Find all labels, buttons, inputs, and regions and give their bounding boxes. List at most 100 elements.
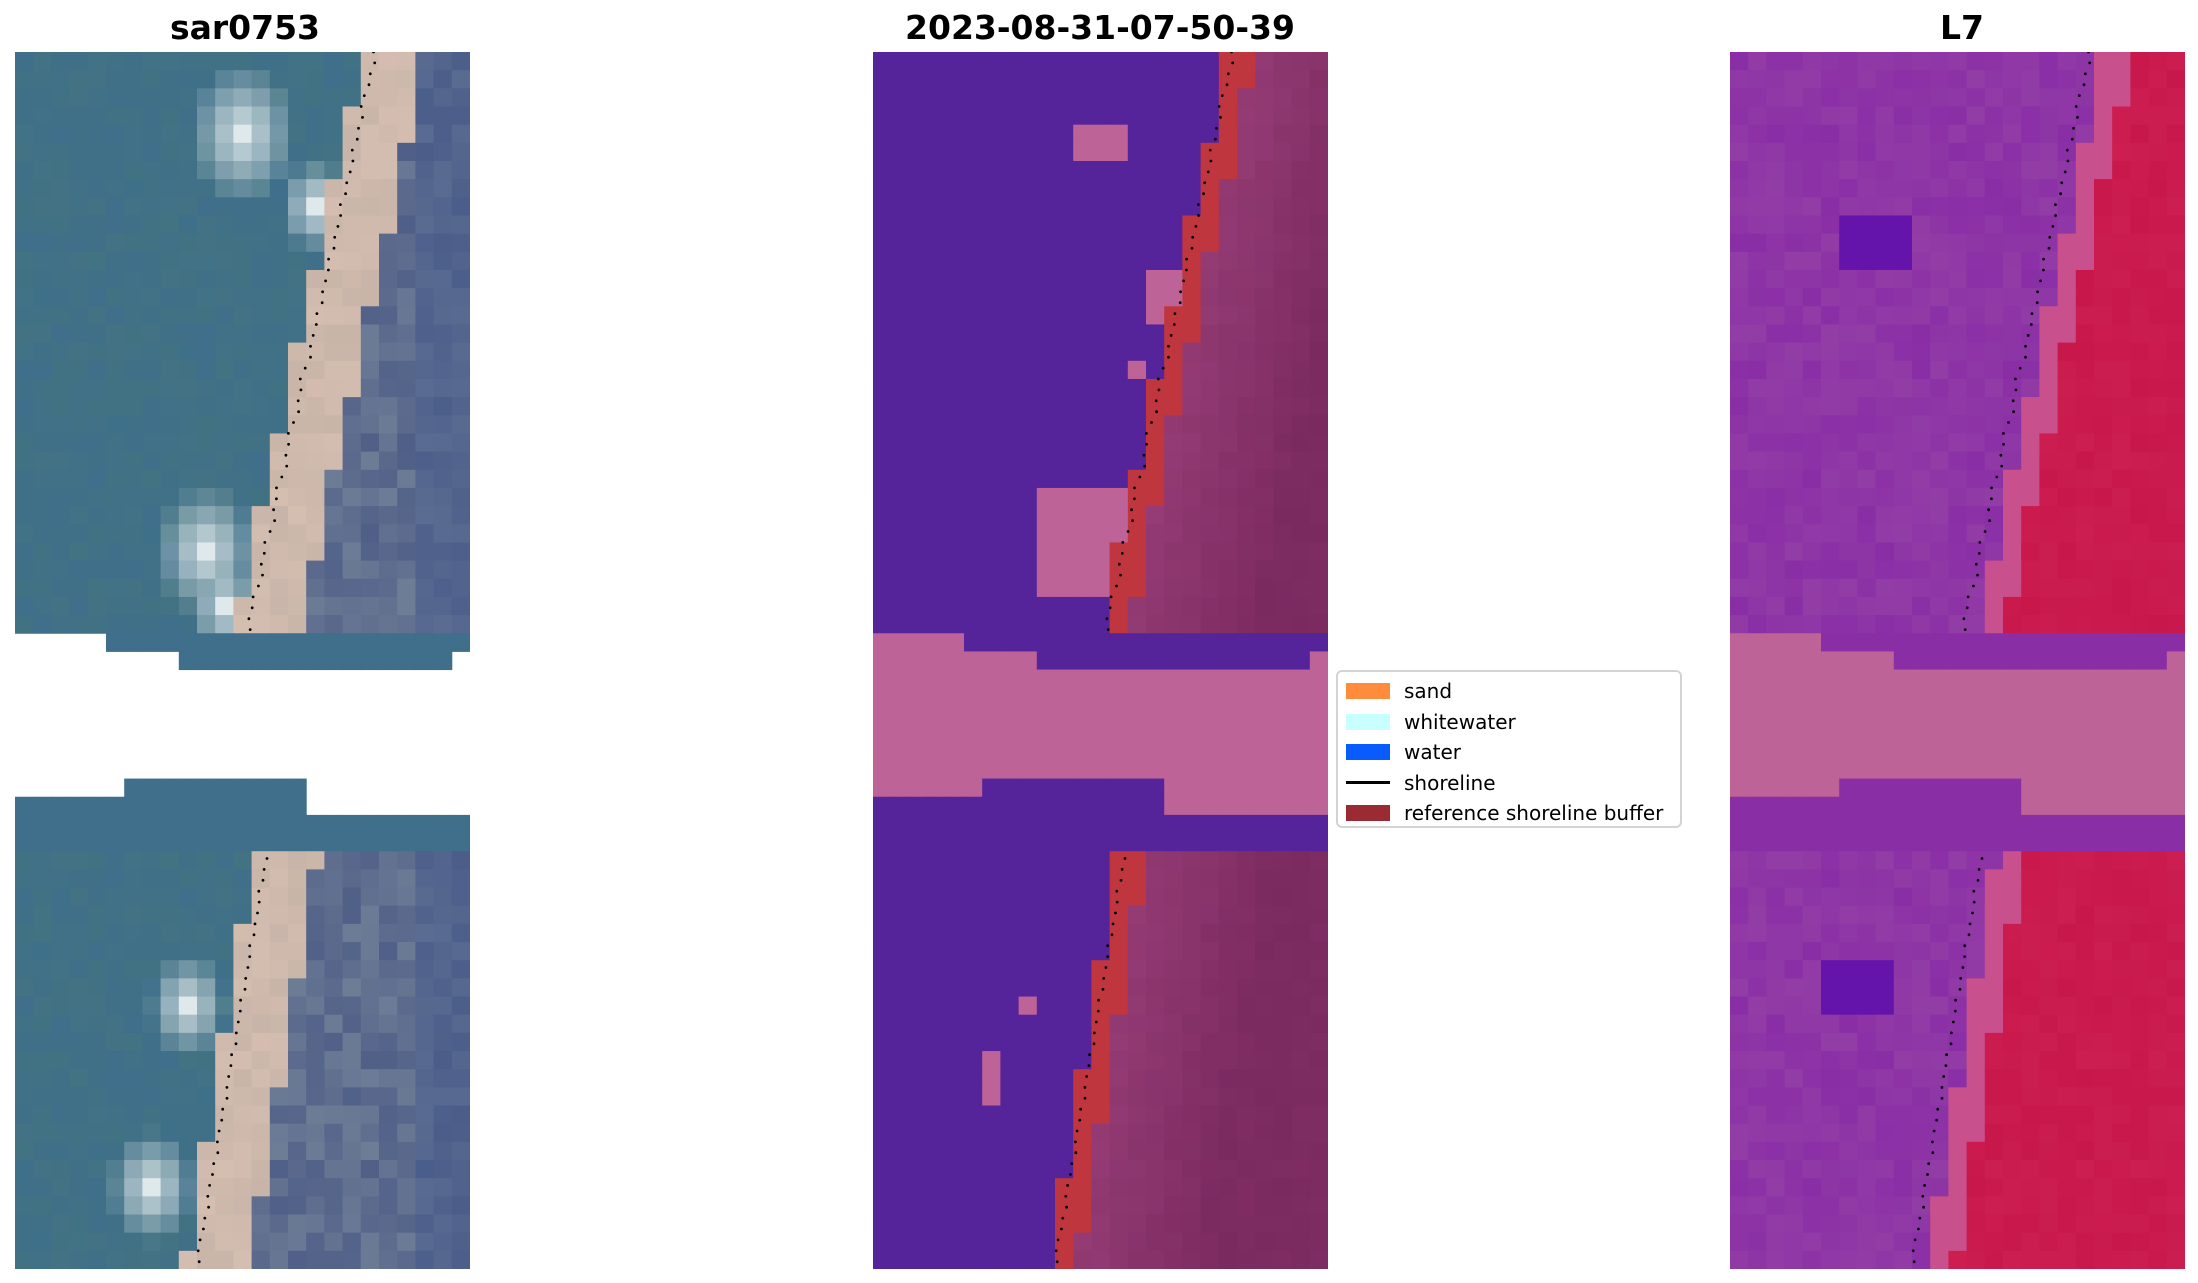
shoreline-point xyxy=(275,497,278,501)
pixel-cell xyxy=(1000,1250,1020,1269)
pixel-cell xyxy=(1055,1087,1074,1107)
pixel-cell xyxy=(945,142,965,162)
pixel-cell xyxy=(2130,342,2150,362)
pixel-cell xyxy=(2003,814,2022,834)
pixel-cell xyxy=(233,1232,253,1252)
pixel-cell xyxy=(306,596,325,616)
pixel-cell xyxy=(1966,52,1986,71)
pixel-cell xyxy=(1218,1069,1238,1088)
pixel-cell xyxy=(1200,978,1220,998)
pixel-cell xyxy=(2094,887,2113,907)
pixel-cell xyxy=(1055,960,1074,979)
pixel-cell xyxy=(2039,1087,2059,1107)
pixel-cell xyxy=(891,251,910,271)
pixel-cell xyxy=(1218,742,1238,761)
pixel-cell xyxy=(1091,1014,1111,1034)
pixel-cell xyxy=(2094,669,2113,689)
pixel-cell xyxy=(160,814,180,834)
pixel-cell xyxy=(142,1087,162,1107)
pixel-cell xyxy=(1930,1087,1949,1107)
pixel-cell xyxy=(2094,814,2113,834)
pixel-cell xyxy=(1055,433,1074,453)
pixel-cell xyxy=(1802,942,1822,961)
pixel-cell xyxy=(124,160,143,180)
pixel-cell xyxy=(306,1087,325,1107)
pixel-cell xyxy=(33,1051,52,1070)
pixel-cell xyxy=(379,1032,398,1052)
pixel-cell xyxy=(1291,869,1311,889)
pixel-cell xyxy=(124,1105,143,1125)
pixel-cell xyxy=(87,869,107,889)
pixel-cell xyxy=(1875,542,1895,562)
pixel-cell xyxy=(306,905,325,925)
pixel-cell xyxy=(1273,687,1293,707)
pixel-cell xyxy=(397,996,416,1016)
pixel-cell xyxy=(142,142,162,162)
pixel-cell xyxy=(1912,615,1931,634)
pixel-cell xyxy=(1309,1014,1328,1034)
pixel-cell xyxy=(415,88,435,107)
pixel-cell xyxy=(1784,506,1804,525)
pixel-cell xyxy=(1000,869,1020,889)
pixel-cell xyxy=(251,869,271,889)
pixel-cell xyxy=(927,124,947,144)
pixel-cell xyxy=(1839,233,1858,253)
pixel-cell xyxy=(1784,1178,1804,1197)
pixel-cell xyxy=(2094,506,2113,525)
pixel-cell xyxy=(1091,687,1111,707)
pixel-cell xyxy=(1766,524,1786,543)
pixel-cell xyxy=(142,378,162,398)
pixel-cell xyxy=(1273,524,1293,543)
pixel-cell xyxy=(1912,996,1931,1016)
pixel-cell xyxy=(2057,996,2077,1016)
pixel-cell xyxy=(1200,215,1220,235)
pixel-cell xyxy=(51,324,71,344)
pixel-cell xyxy=(51,288,71,307)
pixel-cell xyxy=(433,1214,453,1234)
shoreline-point xyxy=(287,432,290,435)
pixel-cell xyxy=(15,179,34,198)
pixel-cell xyxy=(1237,978,1256,998)
pixel-cell xyxy=(1893,615,1913,634)
pixel-cell xyxy=(1966,923,1986,943)
pixel-cell xyxy=(1200,1214,1220,1234)
pixel-cell xyxy=(2148,542,2168,562)
pixel-cell xyxy=(342,887,362,907)
pixel-cell xyxy=(873,651,892,671)
pixel-cell xyxy=(160,415,180,434)
pixel-cell xyxy=(2094,560,2113,580)
pixel-cell xyxy=(1839,487,1858,507)
pixel-cell xyxy=(2075,124,2095,144)
pixel-cell xyxy=(873,124,892,144)
pixel-cell xyxy=(1055,814,1074,834)
pixel-cell xyxy=(2130,1087,2150,1107)
pixel-cell xyxy=(1237,1105,1256,1125)
shoreline-point xyxy=(1114,911,1117,915)
pixel-cell xyxy=(1200,1051,1220,1070)
pixel-cell xyxy=(451,160,470,180)
pixel-cell xyxy=(2148,796,2168,816)
pixel-cell xyxy=(178,1123,198,1143)
pixel-cell xyxy=(945,487,965,507)
pixel-cell xyxy=(197,814,216,834)
pixel-cell xyxy=(2094,160,2113,180)
pixel-cell xyxy=(1948,433,1968,453)
pixel-cell xyxy=(15,378,34,398)
pixel-cell xyxy=(1109,524,1129,543)
pixel-cell xyxy=(324,506,344,525)
pixel-cell xyxy=(1802,360,1822,380)
pixel-cell xyxy=(306,578,325,598)
pixel-cell xyxy=(1291,742,1311,761)
pixel-cell xyxy=(379,1160,398,1179)
pixel-cell xyxy=(15,269,34,289)
pixel-cell xyxy=(69,142,89,162)
pixel-cell xyxy=(2166,615,2185,634)
pixel-cell xyxy=(945,1232,965,1252)
pixel-cell xyxy=(2112,596,2131,616)
pixel-cell xyxy=(982,942,1001,961)
pixel-cell xyxy=(1018,197,1038,216)
pixel-cell xyxy=(1291,960,1311,979)
pixel-cell xyxy=(2094,378,2113,398)
pixel-cell xyxy=(1730,269,1749,289)
pixel-cell xyxy=(106,1250,125,1269)
